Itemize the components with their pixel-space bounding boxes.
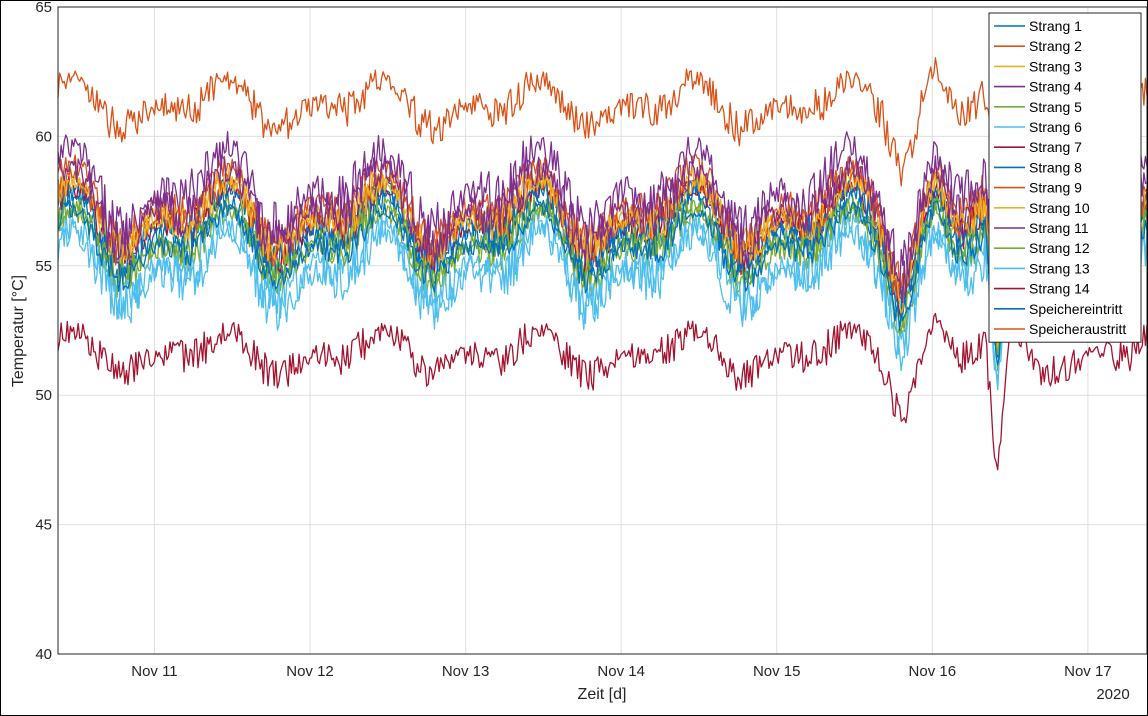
y-tick-label: 65 — [35, 1, 52, 16]
legend-box — [988, 12, 1142, 343]
series-lines — [57, 57, 1147, 471]
series-line-speichereintritt — [57, 199, 1147, 366]
legend-label: Strang 10 — [1029, 200, 1090, 216]
series-line-speicheraustritt — [57, 57, 1147, 187]
legend-label: Strang 3 — [1029, 58, 1082, 74]
x-tick-label: Nov 11 — [131, 663, 177, 680]
legend-label: Speichereintritt — [1029, 301, 1122, 317]
y-axis-label: Temperatur [°C] — [10, 275, 27, 387]
x-tick-label: Nov 12 — [286, 663, 334, 680]
axes: 40 45 50 55 60 65 Nov 11 Nov 12 Nov 13 Nov 14 Nov … — [35, 1, 1147, 680]
y-tick-label: 60 — [35, 128, 52, 145]
legend-label: Strang 1 — [1029, 18, 1082, 34]
legend-label: Strang 14 — [1029, 281, 1090, 297]
plot-area — [58, 7, 1147, 654]
x-tick-label: Nov 13 — [442, 663, 490, 680]
x-axis-year-label: 2020 — [1096, 686, 1129, 703]
legend-label: Strang 6 — [1029, 119, 1082, 135]
legend: Strang 1 Strang 2 Strang 3 Strang 4 Strang 5… — [988, 12, 1142, 343]
series-line-strang-12 — [57, 195, 1147, 355]
y-tick-label: 55 — [35, 258, 52, 275]
legend-label: Strang 8 — [1029, 159, 1082, 175]
legend-label: Speicheraustritt — [1029, 321, 1126, 337]
legend-label: Strang 2 — [1029, 38, 1082, 54]
series-line-strang-11 — [57, 154, 1147, 313]
axes-box — [57, 6, 1147, 655]
y-tick-label: 40 — [35, 646, 52, 663]
y-tick-label: 45 — [35, 517, 52, 534]
y-tick-label: 50 — [35, 387, 52, 404]
x-axis-label: Zeit [d] — [578, 686, 627, 703]
x-tick-label: Nov 17 — [1064, 663, 1112, 680]
legend-label: Strang 7 — [1029, 139, 1082, 155]
legend-label: Strang 5 — [1029, 99, 1082, 115]
legend-label: Strang 9 — [1029, 180, 1082, 196]
x-tick-label: Nov 15 — [753, 663, 801, 680]
legend-label: Strang 12 — [1029, 240, 1090, 256]
legend-label: Strang 11 — [1029, 220, 1089, 236]
series-line-strang-14 — [57, 312, 1147, 471]
legend-label: Strang 4 — [1029, 79, 1082, 95]
legend-label: Strang 13 — [1029, 260, 1090, 276]
x-tick-label: Nov 16 — [909, 663, 957, 680]
x-tick-label: Nov 14 — [597, 663, 645, 680]
